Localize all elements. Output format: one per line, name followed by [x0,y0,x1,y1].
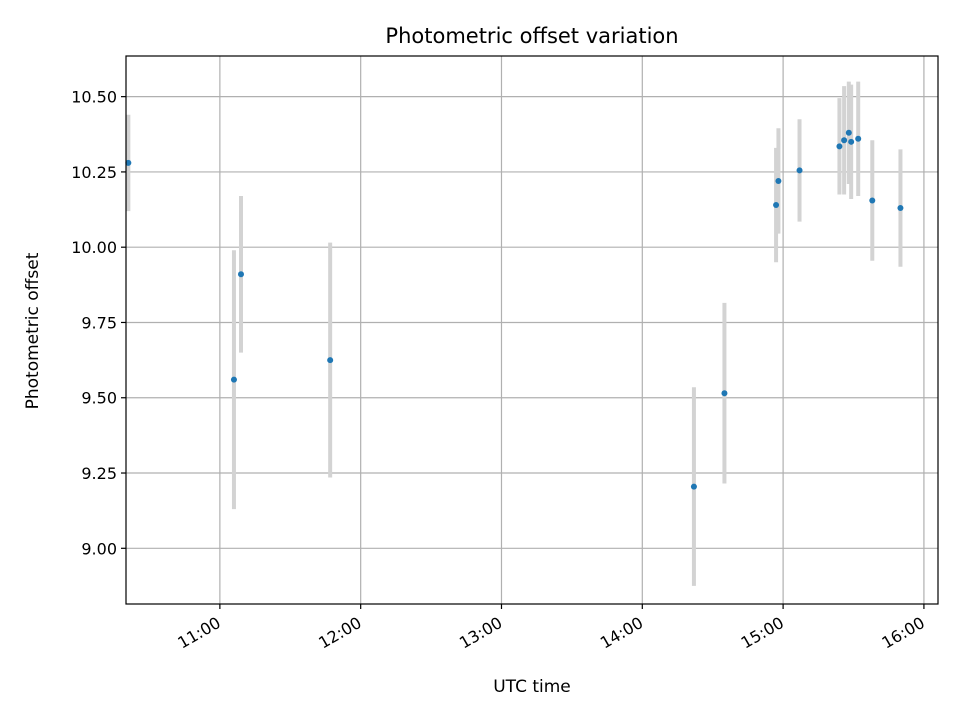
y-tick-label: 9.75 [81,313,117,332]
data-point [237,271,244,278]
data-point [721,390,728,397]
data-point [775,177,782,184]
data-point [796,167,803,174]
y-tick-label: 10.00 [71,238,117,257]
y-tick-label: 10.50 [71,88,117,107]
data-point [690,483,697,490]
data-point [125,159,132,166]
y-tick-label: 9.50 [81,389,117,408]
plot-frame [125,55,939,605]
data-point [855,135,862,142]
y-tick-label: 9.25 [81,464,117,483]
data-point [327,357,334,364]
chart-title: Photometric offset variation [385,24,678,48]
data-point [897,205,904,212]
data-point [230,376,237,383]
data-point [841,137,848,144]
y-tick-label: 9.00 [81,539,117,558]
y-axis-label: Photometric offset [23,252,43,409]
x-axis-label: UTC time [493,677,571,697]
data-point [845,129,852,136]
grid-layer [126,56,938,604]
point-layer [125,129,904,490]
data-point [869,197,876,204]
y-tick-label: 10.25 [71,163,117,182]
data-point [836,143,843,150]
data-point [773,202,780,209]
data-point [848,138,855,145]
